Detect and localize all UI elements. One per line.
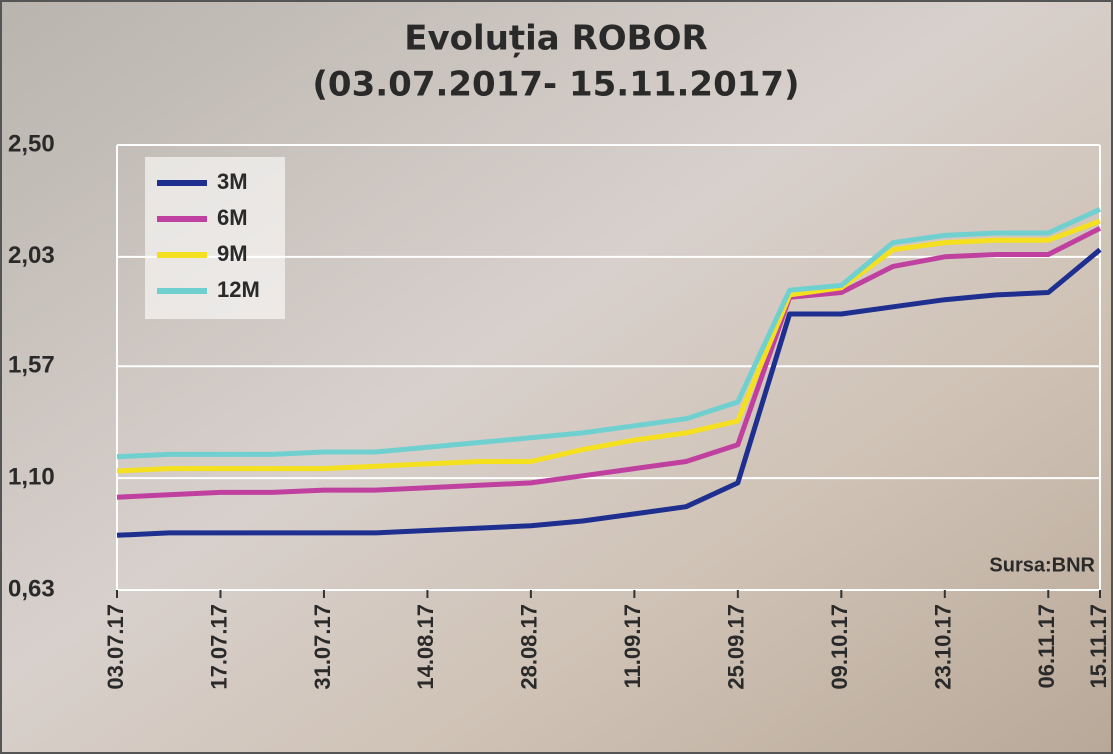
- x-tick-label: 28.08.17: [517, 604, 542, 690]
- chart-title: Evoluția ROBOR: [404, 19, 707, 59]
- chart-subtitle: (03.07.2017- 15.11.2017): [312, 65, 799, 105]
- x-tick-label: 17.07.17: [206, 604, 231, 690]
- legend-label: 6M: [217, 205, 248, 230]
- x-tick-label: 06.11.17: [1034, 604, 1059, 688]
- x-tick-label: 14.08.17: [413, 604, 438, 690]
- legend-label: 9M: [217, 241, 248, 266]
- y-tick-label: 0,63: [8, 575, 55, 602]
- legend-label: 3M: [217, 169, 248, 194]
- legend-label: 12M: [217, 277, 260, 302]
- y-tick-label: 1,57: [8, 352, 55, 379]
- series-line: [116, 226, 1102, 500]
- y-tick-label: 2,03: [8, 242, 55, 269]
- x-tick-label: 23.10.17: [931, 604, 956, 690]
- x-tick-label: 15.11.17: [1086, 604, 1111, 688]
- series-line: [116, 247, 1102, 538]
- x-tick-label: 11.09.17: [620, 604, 645, 688]
- series-line: [116, 218, 1101, 474]
- y-tick-label: 2,50: [8, 130, 55, 157]
- source-note: Sursa:BNR: [989, 554, 1095, 576]
- x-tick-label: 31.07.17: [310, 604, 335, 690]
- x-tick-label: 09.10.17: [827, 604, 852, 690]
- x-tick-label: 03.07.17: [103, 604, 128, 690]
- x-tick-label: 25.09.17: [724, 604, 749, 690]
- y-tick-label: 1,10: [8, 463, 55, 490]
- series-line: [116, 207, 1102, 460]
